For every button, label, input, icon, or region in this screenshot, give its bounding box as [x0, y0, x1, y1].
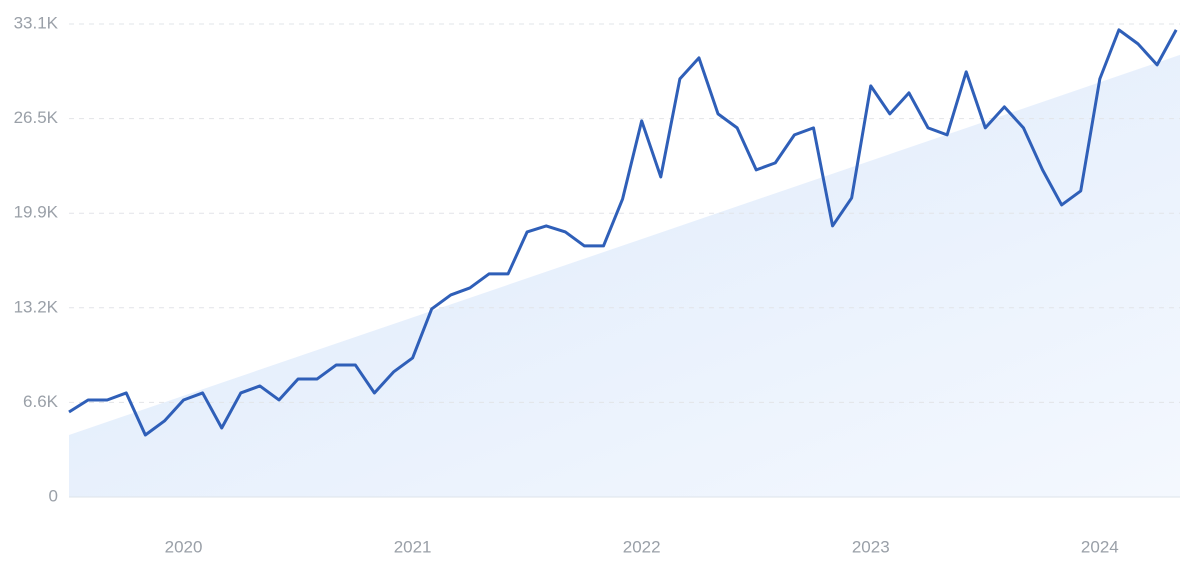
y-tick-label: 13.2K [14, 297, 59, 316]
y-tick-label: 19.9K [14, 203, 59, 222]
x-tick-label: 2021 [394, 537, 432, 556]
y-tick-label: 26.5K [14, 108, 59, 127]
y-tick-label: 0 [49, 486, 58, 505]
x-tick-label: 2022 [623, 537, 661, 556]
y-tick-label: 6.6K [23, 392, 59, 411]
x-tick-label: 2024 [1081, 537, 1119, 556]
x-tick-label: 2023 [852, 537, 890, 556]
y-tick-label: 33.1K [14, 13, 59, 32]
trend-area [69, 54, 1180, 498]
data-line [68, 28, 1178, 437]
x-tick-label: 2020 [165, 537, 203, 556]
